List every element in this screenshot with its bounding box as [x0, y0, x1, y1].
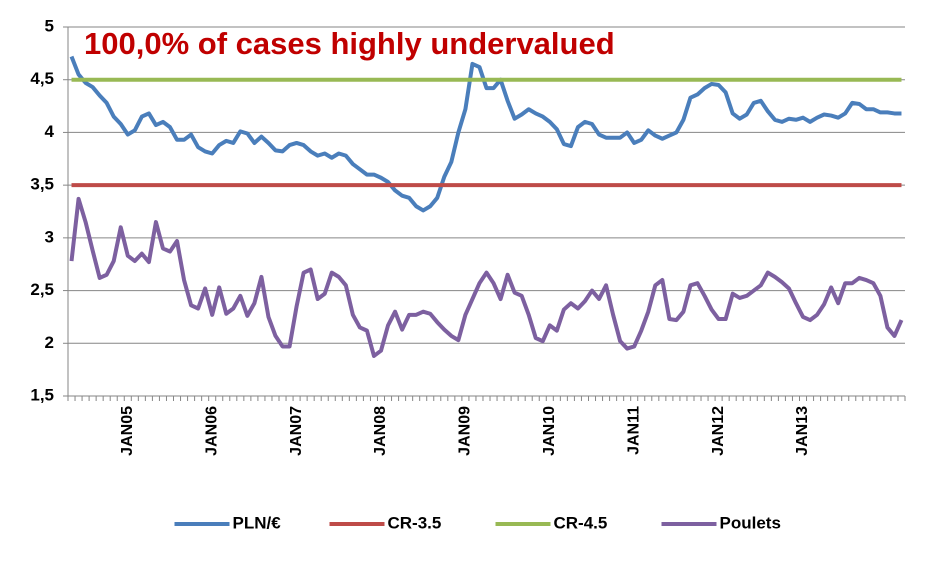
- legend: PLN/€ CR-3.5 CR-4.5 Poulets: [174, 513, 781, 532]
- plot: 1,5 2 2,5 3 3,5 4 4,5 5 JAN05 JAN06 JAN07 JAN08 JAN0…: [30, 16, 906, 532]
- x-tick-label: JAN08: [372, 406, 389, 456]
- y-tick-label: 2,5: [30, 280, 54, 299]
- x-tick-label: JAN07: [288, 406, 305, 456]
- y-tick-label: 4: [45, 122, 55, 141]
- series-line: [69, 55, 902, 213]
- y-tick-label: 1,5: [30, 385, 54, 404]
- x-tick-label: JAN11: [625, 406, 642, 455]
- x-tick-label: JAN13: [794, 406, 811, 456]
- annotation: 100,0% of cases highly undervalued: [84, 26, 615, 61]
- series-line: [69, 196, 904, 358]
- x-tick-label: JAN09: [457, 406, 474, 456]
- legend-label: PLN/€: [233, 513, 282, 532]
- x-tick-label: JAN05: [119, 406, 136, 456]
- y-tick-label: 2: [45, 333, 54, 352]
- y-tick-label: 3,5: [30, 175, 54, 194]
- legend-label: CR-3.5: [388, 513, 442, 532]
- legend-label: CR-4.5: [554, 513, 608, 532]
- y-tick-label: 5: [45, 16, 54, 35]
- x-tick-label: JAN10: [541, 406, 558, 456]
- x-tick-label: JAN12: [710, 406, 727, 456]
- y-tick-label: 4,5: [30, 69, 54, 88]
- legend-label: Poulets: [720, 513, 781, 532]
- x-tick-label: JAN06: [203, 406, 220, 456]
- y-tick-label: 3: [45, 227, 54, 246]
